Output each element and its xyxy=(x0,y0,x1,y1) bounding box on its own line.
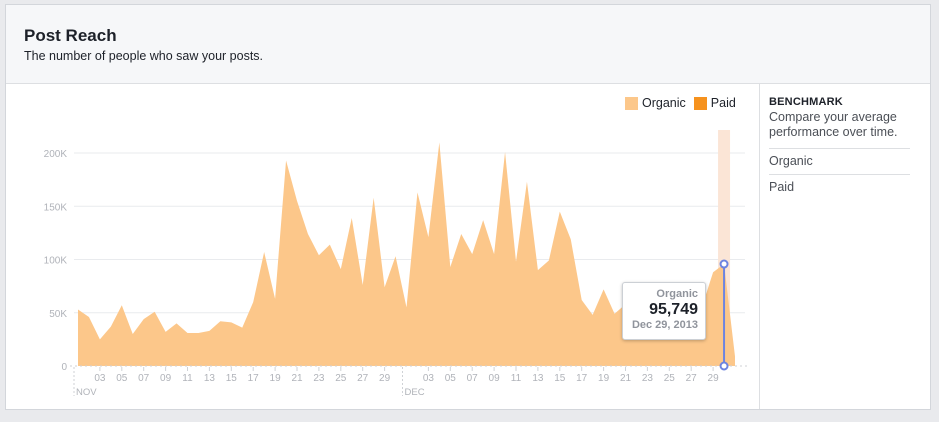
y-tick-label: 150K xyxy=(44,202,68,213)
benchmark-item-organic[interactable]: Organic xyxy=(769,149,910,175)
x-tick-label: 09 xyxy=(489,373,501,384)
x-tick-label: 29 xyxy=(379,373,391,384)
card-subtitle: The number of people who saw your posts. xyxy=(24,49,264,63)
y-tick-label: 200K xyxy=(44,149,68,160)
x-tick-label: 13 xyxy=(532,373,544,384)
area-layer xyxy=(78,142,735,366)
x-tick-label: 11 xyxy=(511,373,522,384)
x-tick-label: 15 xyxy=(554,373,566,384)
x-tick-label: 25 xyxy=(335,373,347,384)
x-tick-label: 21 xyxy=(620,373,632,384)
month-label: NOV xyxy=(76,387,97,398)
tooltip-series: Organic xyxy=(656,288,698,300)
x-tick-label: 09 xyxy=(160,373,172,384)
x-tick-label: 07 xyxy=(467,373,479,384)
x-tick-label: 25 xyxy=(664,373,676,384)
x-tick-label: 29 xyxy=(708,373,720,384)
series-area-organic xyxy=(78,142,735,366)
x-tick-label: 05 xyxy=(116,373,128,384)
x-tick-label: 15 xyxy=(226,373,238,384)
y-tick-label: 0 xyxy=(61,362,67,373)
legend-item-paid[interactable]: Paid xyxy=(693,96,736,110)
benchmark-title: BENCHMARK xyxy=(769,96,843,108)
selection-point-bottom xyxy=(719,361,729,371)
tooltip-value: 95,749 xyxy=(649,301,698,318)
selection-point-top xyxy=(719,259,729,269)
x-tick-label: 23 xyxy=(313,373,325,384)
month-label: DEC xyxy=(405,387,425,398)
x-tick-label: 19 xyxy=(270,373,282,384)
x-tick-label: 17 xyxy=(248,373,260,384)
legend-item-organic[interactable]: Organic xyxy=(625,96,686,110)
x-tick-label: 19 xyxy=(598,373,610,384)
benchmark-item-paid[interactable]: Paid xyxy=(769,180,795,194)
data-tooltip: Organic 95,749 Dec 29, 2013 xyxy=(622,282,706,340)
x-tick-label: 03 xyxy=(423,373,435,384)
tooltip-date: Dec 29, 2013 xyxy=(631,319,698,331)
benchmark-description: Compare your average performance over ti… xyxy=(769,110,910,149)
card-header: Post Reach The number of people who saw … xyxy=(6,5,930,84)
x-tick-label: 03 xyxy=(94,373,106,384)
x-tick-label: 21 xyxy=(291,373,303,384)
legend-label-organic: Organic xyxy=(642,96,686,110)
chart-area xyxy=(6,84,760,409)
chart-legend: Organic Paid xyxy=(625,96,744,110)
card-title: Post Reach xyxy=(24,26,117,45)
legend-swatch-organic xyxy=(625,96,638,110)
benchmark-panel: BENCHMARK Compare your average performan… xyxy=(769,96,910,200)
x-tick-label: 27 xyxy=(686,373,698,384)
x-tick-label: 23 xyxy=(642,373,654,384)
x-tick-label: 27 xyxy=(357,373,369,384)
x-tick-label: 05 xyxy=(445,373,457,384)
marker-layer xyxy=(719,259,729,371)
x-tick-label: 11 xyxy=(182,373,193,384)
legend-swatch-paid xyxy=(693,96,707,110)
legend-label-paid: Paid xyxy=(710,96,736,110)
y-tick-label: 50K xyxy=(49,309,67,320)
y-tick-label: 100K xyxy=(44,256,68,267)
x-tick-label: 07 xyxy=(138,373,150,384)
axis-layer: 0 50K 100K 150K 200K 03 05 07 09 11 13 15 17 19 21 23 25… xyxy=(44,149,750,398)
x-tick-label: 17 xyxy=(576,373,588,384)
x-tick-label: 13 xyxy=(204,373,216,384)
